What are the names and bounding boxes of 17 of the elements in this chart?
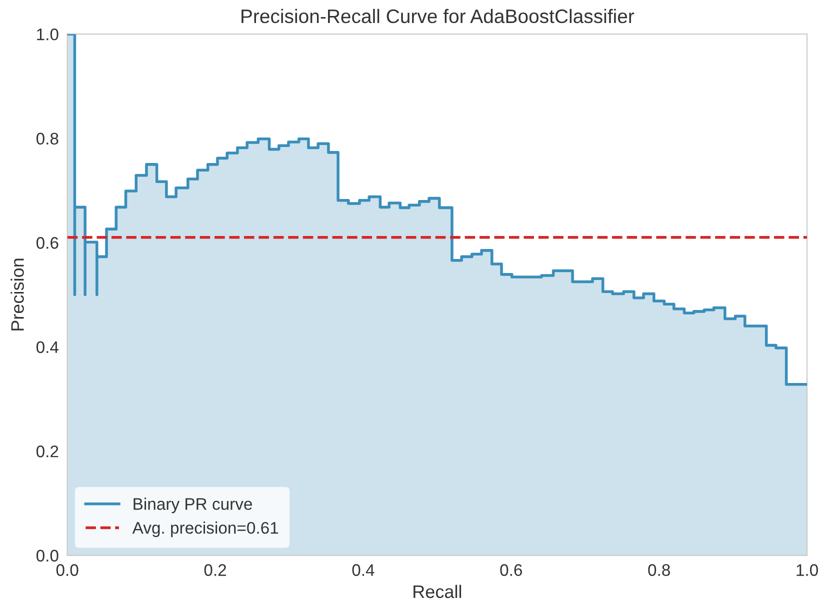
y-axis-title: Precision bbox=[10, 258, 24, 330]
y-tick-label: 0.4 bbox=[36, 341, 59, 354]
y-tick-label: 0.0 bbox=[36, 550, 58, 562]
legend-label: Binary PR curve bbox=[134, 498, 252, 514]
y-tick-label: 0.2 bbox=[36, 446, 58, 458]
y-tick-label: 0.8 bbox=[36, 132, 58, 145]
x-tick-label: 0.6 bbox=[500, 564, 522, 576]
x-axis-title: Recall bbox=[414, 584, 462, 598]
legend-label: Avg. precision=0.61 bbox=[132, 522, 278, 538]
y-tick-label: 0.6 bbox=[36, 237, 58, 249]
x-tick-label: 0.0 bbox=[56, 564, 78, 576]
chart-title: Precision-Recall Curve for AdaBoostClassifier bbox=[242, 8, 634, 24]
x-tick-label: 1.0 bbox=[796, 564, 818, 576]
x-tick-label: 0.8 bbox=[648, 564, 670, 576]
x-tick-label: 0.4 bbox=[352, 564, 374, 576]
y-tick-label: 1.0 bbox=[37, 28, 58, 40]
x-tick-label: 0.2 bbox=[204, 564, 226, 576]
